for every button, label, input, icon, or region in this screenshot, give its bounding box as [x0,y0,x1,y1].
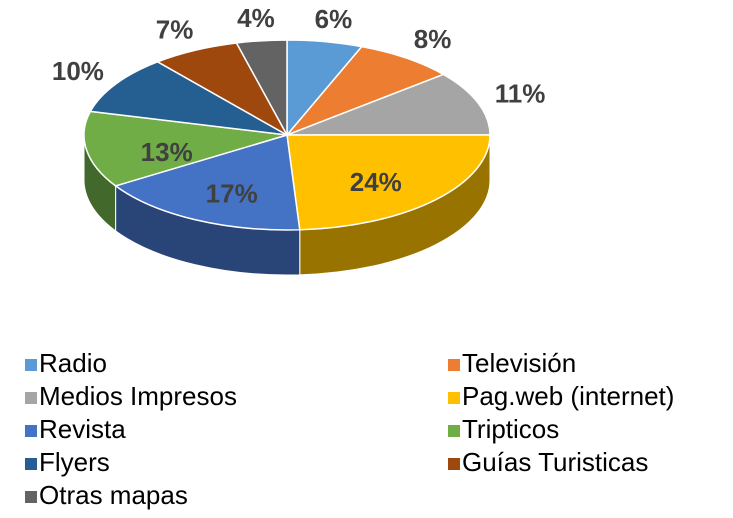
slice [286,45,446,136]
legend-swatch [448,425,460,437]
value-label: 13% [141,137,193,167]
value-label: 24% [350,167,402,197]
value-label: 8% [414,24,452,54]
legend-label: Flyers [39,447,110,477]
legend-swatch [448,392,460,404]
legend-label: Medios Impresos [39,381,237,411]
legend-swatch [25,425,37,437]
legend-swatch [25,392,37,404]
legend-label: Pag.web (internet) [462,381,674,411]
legend-swatch [448,458,460,470]
legend-swatch [25,491,37,503]
legend-label: Televisión [462,348,576,378]
value-label: 10% [52,56,104,86]
legend-label: Tripticos [462,414,559,444]
legend-label: Otras mapas [39,480,188,510]
legend-label: Guías Turisticas [462,447,648,477]
slice [113,134,301,231]
legend-swatch [25,458,37,470]
value-label: 17% [206,179,258,209]
legend-swatch [25,359,37,371]
slice [235,39,288,136]
value-label: 4% [237,3,275,33]
value-label: 6% [315,4,353,34]
slice [286,73,491,136]
legend-swatch [448,359,460,371]
value-label: 7% [156,15,194,45]
slice [89,60,288,136]
slice [83,110,288,187]
value-label: 11% [495,79,546,109]
legend-label: Revista [39,414,126,444]
slice [286,134,491,231]
legend-label: Radio [39,348,107,378]
